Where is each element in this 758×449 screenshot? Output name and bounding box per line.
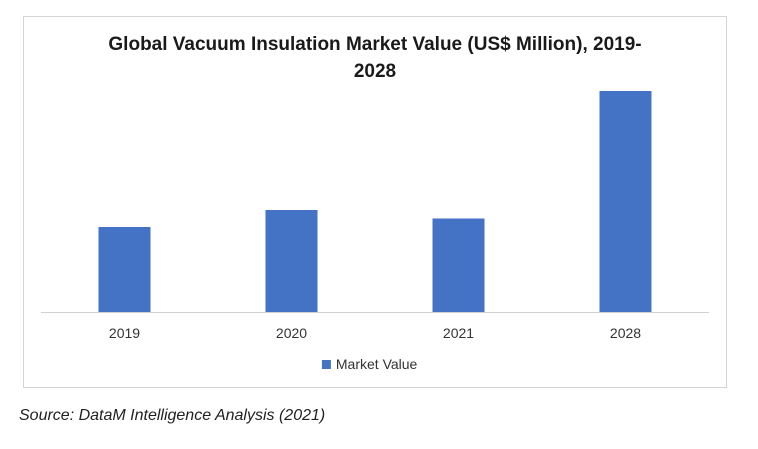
bar-2021 [432,218,485,312]
chart-title-line-2: 2028 [353,61,397,82]
source-caption: Source: DataM Intelligence Analysis (202… [19,407,326,424]
x-tick-label: 2021 [443,325,474,341]
chart-title-line-1: Global Vacuum Insulation Market Value (U… [108,34,642,55]
bar-2028 [599,91,652,312]
bar-2019 [98,227,151,312]
legend-swatch [321,360,331,369]
x-tick-label: 2020 [276,325,307,341]
x-tick-label: 2019 [109,325,140,341]
x-tick-label: 2028 [610,325,641,341]
chart-frame: Global Vacuum Insulation Market Value (U… [23,16,727,388]
chart-title: Global Vacuum Insulation Market Value (U… [24,31,726,85]
legend-label: Market Value [336,356,418,372]
bar-2020 [265,210,318,312]
plot-area: 2019 2020 2021 2028 Market Value [41,91,709,372]
